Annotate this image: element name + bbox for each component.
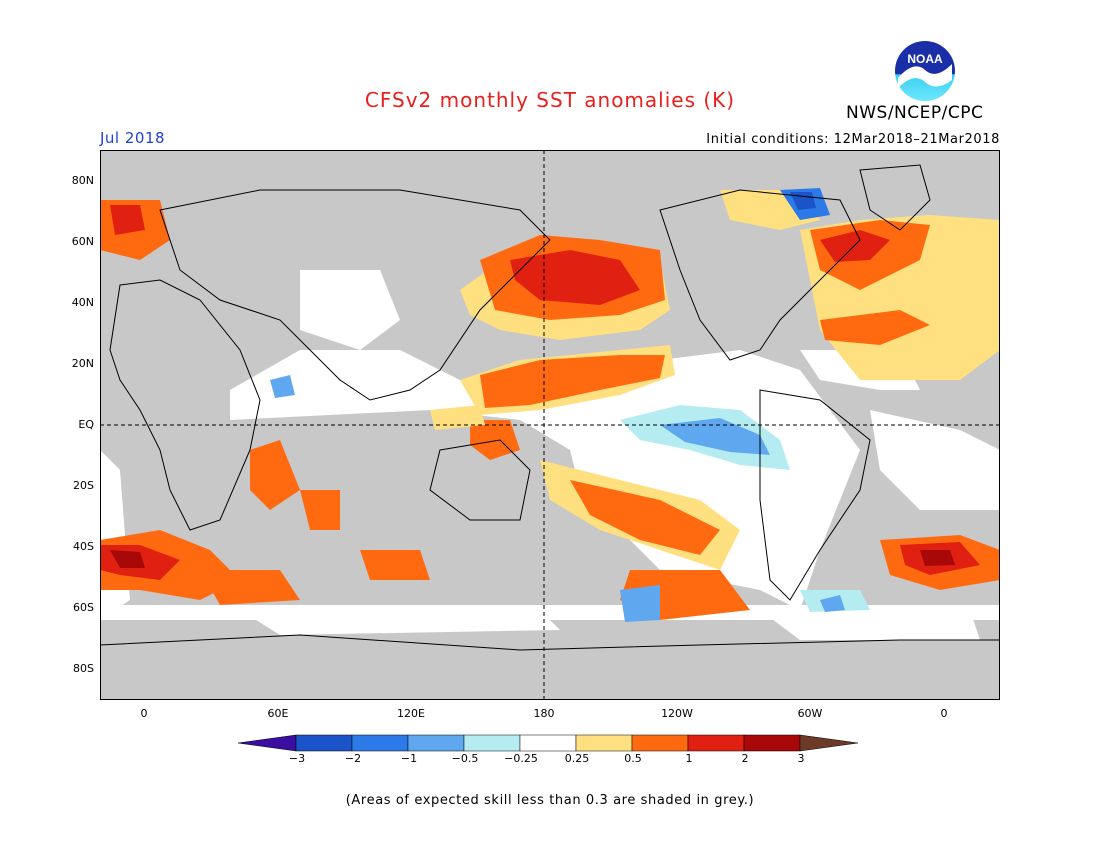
- org-label: NWS/NCEP/CPC: [846, 103, 984, 123]
- colorbar: [238, 734, 859, 752]
- lon-label: 60E: [267, 707, 289, 720]
- lon-label: 180: [533, 707, 555, 720]
- colorbar-segment: [351, 734, 409, 752]
- colorbar-segment: [463, 734, 521, 752]
- colorbar-label: −0.5: [451, 752, 479, 765]
- lon-label: 0: [940, 707, 948, 720]
- colorbar-segment: [799, 734, 859, 752]
- colorbar-label: 0.5: [624, 752, 642, 765]
- colorbar-label: −2: [344, 752, 362, 765]
- lat-label: 60S: [73, 601, 94, 614]
- warm-anomalies: [100, 190, 1000, 620]
- lon-label: 60W: [797, 707, 823, 720]
- lat-label: 40S: [73, 540, 94, 553]
- lat-label: EQ: [78, 418, 94, 431]
- colorbar-segment: [519, 734, 577, 752]
- colorbar-label: 0.25: [564, 752, 590, 765]
- colorbar-label: −3: [288, 752, 306, 765]
- colorbar-segment: [575, 734, 633, 752]
- colorbar-segment: [407, 734, 465, 752]
- initial-conditions-label: Initial conditions: 12Mar2018–21Mar2018: [706, 132, 1000, 147]
- colorbar-segment: [238, 734, 297, 752]
- colorbar-segment: [295, 734, 353, 752]
- colorbar-segment: [687, 734, 745, 752]
- colorbar-label: −0.25: [504, 752, 538, 765]
- lat-label: 60N: [71, 235, 94, 248]
- colorbar-label: 1: [685, 752, 693, 765]
- colorbar-segment: [743, 734, 801, 752]
- lat-label: 80S: [73, 662, 94, 675]
- valid-month-label: Jul 2018: [100, 129, 166, 147]
- sst-anomaly-map: [100, 150, 1000, 700]
- lat-label: 40N: [71, 296, 94, 309]
- map-title: CFSv2 monthly SST anomalies (K): [364, 88, 736, 112]
- cool-anomalies: [270, 188, 870, 622]
- noaa-logo: NOAA: [895, 41, 955, 101]
- colorbar-label: 2: [741, 752, 749, 765]
- colorbar-segment: [631, 734, 689, 752]
- colorbar-label: −1: [400, 752, 418, 765]
- lat-label: 20N: [71, 357, 94, 370]
- skill-note: (Areas of expected skill less than 0.3 a…: [345, 793, 755, 808]
- svg-text:NOAA: NOAA: [907, 52, 943, 66]
- lon-label: 120W: [661, 707, 693, 720]
- colorbar-label: 3: [797, 752, 805, 765]
- lat-label: 80N: [71, 174, 94, 187]
- lat-label: 20S: [73, 479, 94, 492]
- lon-label: 120E: [397, 707, 425, 720]
- lon-label: 0: [140, 707, 148, 720]
- coastlines: [100, 164, 1000, 651]
